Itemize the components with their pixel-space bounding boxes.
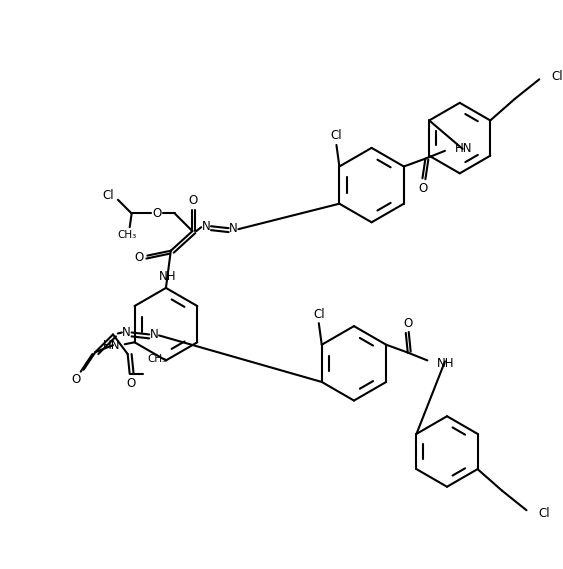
Text: Cl: Cl	[538, 506, 550, 519]
Text: Cl: Cl	[551, 70, 562, 83]
Text: HN: HN	[455, 142, 472, 155]
Text: Cl: Cl	[313, 308, 325, 321]
Text: N: N	[122, 326, 131, 339]
Text: HN: HN	[104, 339, 121, 352]
Text: CH₃: CH₃	[148, 354, 167, 364]
Text: O: O	[134, 251, 143, 264]
Text: Cl: Cl	[102, 189, 114, 203]
Text: N: N	[150, 328, 159, 341]
Text: O: O	[419, 182, 428, 195]
Text: O: O	[189, 194, 198, 207]
Text: Cl: Cl	[330, 129, 342, 142]
Text: O: O	[126, 377, 135, 390]
Text: CH₃: CH₃	[117, 230, 136, 240]
Text: N: N	[229, 222, 238, 234]
Text: O: O	[403, 317, 412, 329]
Text: NH: NH	[159, 270, 177, 283]
Text: N: N	[202, 220, 211, 233]
Text: NH: NH	[437, 357, 455, 370]
Text: O: O	[153, 207, 162, 220]
Text: O: O	[71, 373, 81, 386]
